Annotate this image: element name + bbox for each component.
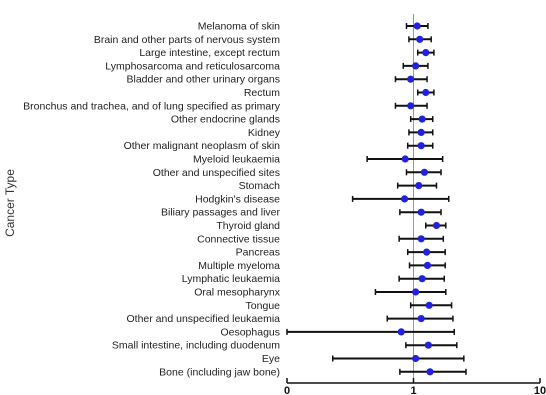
category-label: Connective tissue bbox=[197, 233, 280, 245]
category-label: Melanoma of skin bbox=[198, 21, 280, 33]
category-label: Hodgkin's disease bbox=[195, 193, 280, 205]
point-estimate bbox=[417, 128, 425, 136]
category-label: Oral mesopharynx bbox=[194, 287, 281, 299]
category-label: Small intestine, including duodenum bbox=[112, 340, 280, 352]
point-estimate bbox=[397, 328, 405, 336]
category-label: Rectum bbox=[244, 87, 280, 99]
category-label: Multiple myeloma bbox=[198, 260, 280, 272]
point-estimate bbox=[417, 315, 425, 323]
confidence-intervals bbox=[286, 23, 467, 375]
category-label: Bone (including jaw bone) bbox=[159, 366, 280, 378]
point-estimate bbox=[407, 102, 415, 110]
point-estimate bbox=[416, 35, 424, 43]
point-estimate bbox=[415, 182, 423, 190]
point-estimate bbox=[418, 275, 426, 283]
category-label: Other and unspecified sites bbox=[153, 167, 280, 179]
category-label: Bronchus and trachea, and of lung specif… bbox=[23, 100, 281, 112]
point-estimate bbox=[422, 49, 430, 57]
point-estimate bbox=[417, 142, 425, 150]
category-label: Other malignant neoplasm of skin bbox=[124, 140, 281, 152]
category-label: Eye bbox=[262, 353, 280, 365]
point-estimate bbox=[426, 368, 434, 376]
category-label: Thyroid gland bbox=[216, 220, 280, 232]
category-label: Lymphatic leukaemia bbox=[182, 273, 280, 285]
category-label: Myeloid leukaemia bbox=[193, 154, 280, 166]
category-label: Oesophagus bbox=[220, 326, 280, 338]
category-label: Bladder and other urinary organs bbox=[126, 74, 280, 86]
y-axis-title: Cancer Type bbox=[3, 169, 17, 237]
category-label: Other endocrine glands bbox=[171, 114, 280, 126]
point-estimate bbox=[417, 235, 425, 243]
point-estimate bbox=[400, 195, 409, 203]
point-estimate bbox=[422, 88, 430, 97]
x-tick-label: 0 bbox=[284, 385, 290, 395]
point-estimate bbox=[423, 248, 431, 256]
category-label: Biliary passages and liver bbox=[161, 207, 281, 219]
category-label: Tongue bbox=[246, 300, 281, 312]
point-estimate bbox=[425, 301, 433, 309]
x-tick-label: 1 bbox=[410, 385, 416, 395]
category-label: Other and unspecified leukaemia bbox=[126, 313, 280, 325]
x-axis-ticks: 0 1 10 bbox=[284, 378, 546, 395]
point-estimate bbox=[401, 155, 409, 163]
point-estimate bbox=[413, 22, 421, 30]
x-tick-label: 10 bbox=[534, 385, 546, 395]
point-estimate bbox=[417, 208, 425, 216]
point-estimate bbox=[432, 221, 441, 230]
point-estimate bbox=[418, 115, 426, 123]
category-label: Brain and other parts of nervous system bbox=[94, 34, 280, 46]
point-estimate bbox=[423, 261, 432, 269]
point-estimate bbox=[424, 341, 432, 349]
point-estimate bbox=[420, 168, 429, 176]
point-estimate bbox=[407, 75, 415, 83]
point-estimate bbox=[412, 288, 420, 296]
category-label: Pancreas bbox=[236, 247, 280, 259]
point-estimate bbox=[412, 354, 420, 363]
category-label: Lymphosarcoma and reticulosarcoma bbox=[105, 60, 280, 72]
category-label: Kidney bbox=[248, 127, 281, 139]
point-estimate bbox=[412, 62, 420, 70]
point-estimates bbox=[397, 22, 441, 376]
category-label: Large intestine, except rectum bbox=[139, 47, 280, 59]
category-label: Stomach bbox=[239, 180, 281, 192]
